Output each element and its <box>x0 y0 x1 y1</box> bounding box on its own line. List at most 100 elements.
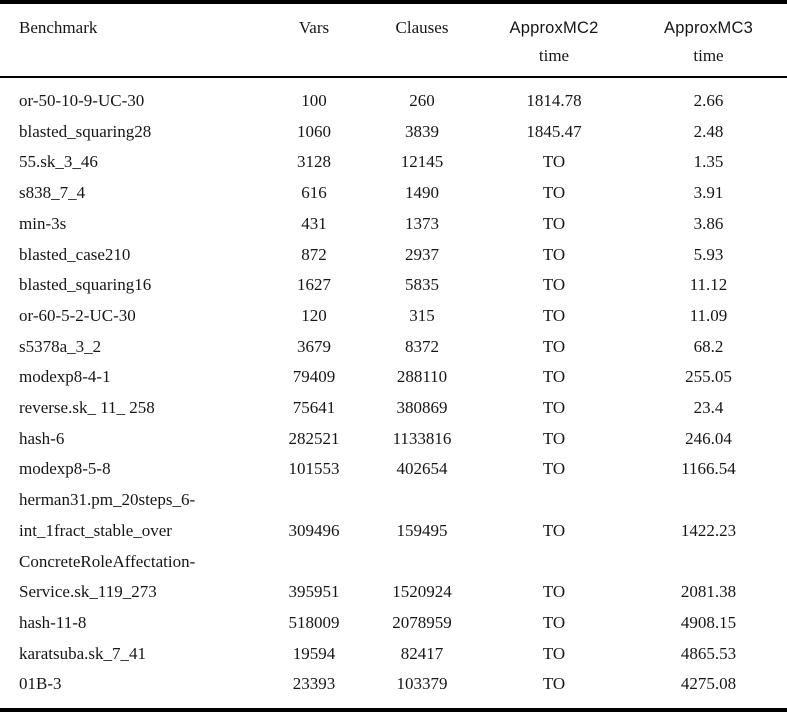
benchmark-cell: 55.sk_3_46 <box>19 152 98 172</box>
approxmc3-time-sublabel: time <box>693 46 724 65</box>
approxmc2-time-cell: TO <box>542 643 566 663</box>
clauses-cell: 1520924 <box>392 582 452 602</box>
approxmc2-time-cell: TO <box>542 244 566 264</box>
table-row: min-3s 431 1373 TO 3.86 <box>0 209 787 240</box>
approxmc3-time-cell: 1166.54 <box>681 459 736 479</box>
vars-cell: 395951 <box>288 582 340 602</box>
table-row: karatsuba.sk_7_41 19594 82417 TO 4865.53 <box>0 639 787 670</box>
table-row: Service.sk_119_273 395951 1520924 TO 2081.38 <box>0 577 787 608</box>
clauses-cell: 402654 <box>396 459 448 479</box>
approxmc3-time-cell: 255.05 <box>685 367 732 387</box>
table-row: 55.sk_3_46 3128 12145 TO 1.35 <box>0 147 787 178</box>
approxmc3-time-cell <box>630 485 787 516</box>
vars-header-label: Vars <box>298 18 330 37</box>
table-row: hash-6 282521 1133816 TO 246.04 <box>0 424 787 455</box>
clauses-cell: 1133816 <box>392 428 452 448</box>
vars-cell: 872 <box>301 244 327 264</box>
clauses-cell: 82417 <box>400 643 444 663</box>
clauses-cell: 315 <box>409 305 435 325</box>
approxmc2-time-cell: TO <box>542 336 566 356</box>
col-header-vars: Vars <box>262 2 366 78</box>
table-row: s838_7_4 616 1490 TO 3.91 <box>0 178 787 209</box>
vars-cell: 282521 <box>288 428 340 448</box>
approxmc3-time-cell: 4908.15 <box>680 612 737 632</box>
vars-cell: 3128 <box>297 152 331 172</box>
benchmark-cell: int_1fract_stable_over <box>19 520 172 540</box>
approxmc3-time-cell: 3.86 <box>693 213 724 233</box>
benchmark-cell: blasted_squaring16 <box>19 275 152 295</box>
approxmc3-time-cell: 11.09 <box>689 305 728 325</box>
table-row: s5378a_3_2 3679 8372 TO 68.2 <box>0 332 787 363</box>
approxmc2-time-cell: TO <box>542 213 566 233</box>
benchmark-cell: reverse.sk_ 11_ 258 <box>19 398 155 418</box>
vars-cell: 616 <box>301 183 327 203</box>
vars-cell: 309496 <box>288 520 340 540</box>
approxmc3-time-cell: 1422.23 <box>680 520 737 540</box>
benchmark-cell: Service.sk_119_273 <box>19 582 157 602</box>
approxmc3-time-cell: 5.93 <box>693 244 724 264</box>
approxmc2-time-cell <box>478 485 630 516</box>
approxmc3-time-cell <box>630 547 787 578</box>
approxmc3-time-cell: 2.48 <box>693 121 724 141</box>
vars-cell: 19594 <box>292 643 336 663</box>
table-row: hash-11-8 518009 2078959 TO 4908.15 <box>0 608 787 639</box>
table-row: blasted_case210 872 2937 TO 5.93 <box>0 240 787 271</box>
clauses-header-label: Clauses <box>395 18 449 37</box>
vars-cell: 23393 <box>292 674 336 694</box>
table-row: ConcreteRoleAffectation- <box>0 547 787 578</box>
vars-cell <box>262 485 366 516</box>
clauses-cell: 260 <box>409 91 435 110</box>
approxmc3-time-cell: 3.91 <box>693 183 724 203</box>
clauses-cell: 159495 <box>396 520 448 540</box>
benchmark-cell: or-60-5-2-UC-30 <box>19 305 136 325</box>
table-row: modexp8-5-8 101553 402654 TO 1166.54 <box>0 454 787 485</box>
approxmc3-time-cell: 2.66 <box>693 91 724 110</box>
clauses-cell <box>366 547 478 578</box>
benchmark-cell: 01B-3 <box>19 674 62 694</box>
approxmc3-time-cell: 2081.38 <box>680 582 737 602</box>
approxmc3-time-cell: 4865.53 <box>680 643 737 663</box>
table-body: or-50-10-9-UC-30 100 260 1814.78 2.66 blasted… <box>0 77 787 710</box>
table-row: or-50-10-9-UC-30 100 260 1814.78 2.66 <box>0 77 787 117</box>
approxmc2-time-cell: TO <box>542 305 566 325</box>
vars-cell <box>262 547 366 578</box>
table-header: Benchmark Vars Clauses ApproxMC2 time Ap… <box>0 2 787 78</box>
approxmc3-time-cell: 246.04 <box>685 428 732 448</box>
table-row: modexp8-4-1 79409 288110 TO 255.05 <box>0 362 787 393</box>
approxmc3-time-cell: 4275.08 <box>680 674 737 694</box>
benchmark-cell: modexp8-4-1 <box>19 367 111 387</box>
clauses-cell: 3839 <box>405 121 439 141</box>
approxmc2-time-cell: TO <box>542 275 566 295</box>
benchmark-cell: or-50-10-9-UC-30 <box>19 91 145 110</box>
clauses-cell: 1490 <box>405 183 439 203</box>
table-row: int_1fract_stable_over 309496 159495 TO 1422… <box>0 516 787 547</box>
approxmc2-time-cell: TO <box>542 674 566 694</box>
vars-cell: 120 <box>301 305 327 325</box>
clauses-cell: 12145 <box>400 152 444 172</box>
vars-cell: 79409 <box>292 367 336 387</box>
clauses-cell: 2078959 <box>392 612 452 632</box>
clauses-cell: 103379 <box>396 674 448 694</box>
approxmc3-time-cell: 23.4 <box>693 398 724 418</box>
approxmc2-time-cell: TO <box>542 428 566 448</box>
vars-cell: 1060 <box>297 121 331 141</box>
approxmc2-time-cell: TO <box>542 183 566 203</box>
clauses-cell: 8372 <box>405 336 439 356</box>
vars-cell: 101553 <box>288 459 340 479</box>
benchmark-cell: herman31.pm_20steps_6- <box>19 490 196 510</box>
vars-cell: 518009 <box>288 612 340 632</box>
table-row: or-60-5-2-UC-30 120 315 TO 11.09 <box>0 301 787 332</box>
table-row: reverse.sk_ 11_ 258 75641 380869 TO 23.4 <box>0 393 787 424</box>
benchmark-cell: blasted_squaring28 <box>19 121 152 141</box>
approxmc2-time-cell: TO <box>542 459 566 479</box>
benchmark-header-label: Benchmark <box>19 18 98 37</box>
approxmc2-time-cell: TO <box>542 152 566 172</box>
clauses-cell: 380869 <box>396 398 448 418</box>
col-header-clauses: Clauses <box>366 2 478 78</box>
benchmark-cell: modexp8-5-8 <box>19 459 111 479</box>
approxmc2-time-cell: 1845.47 <box>526 121 582 141</box>
benchmark-cell: hash-6 <box>19 428 65 448</box>
clauses-cell: 288110 <box>396 367 448 387</box>
benchmark-cell: ConcreteRoleAffectation- <box>19 551 196 571</box>
vars-cell: 100 <box>301 91 327 110</box>
